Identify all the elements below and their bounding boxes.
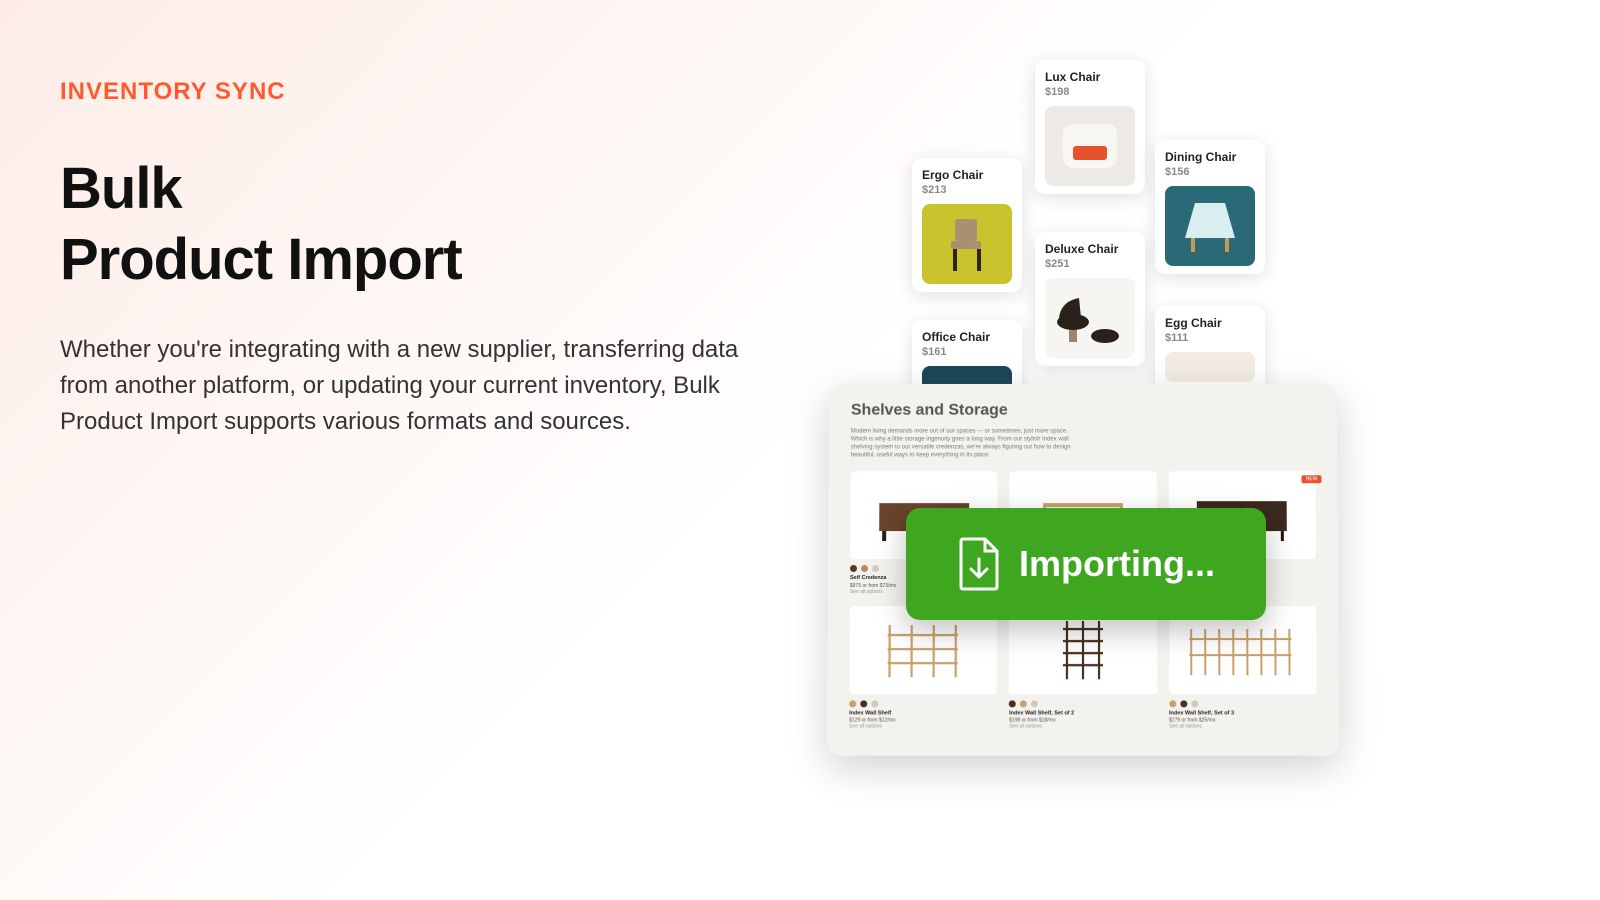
product-card-dining[interactable]: Dining Chair $156 xyxy=(1155,140,1265,274)
product-card-lux[interactable]: Lux Chair $198 xyxy=(1035,60,1145,194)
product-card-egg[interactable]: Egg Chair $111 xyxy=(1155,306,1265,394)
product-meta: Index Wall Shelf, Set of 2$198 or from $… xyxy=(1009,710,1157,730)
product-title: Ergo Chair xyxy=(922,168,1012,182)
product-image xyxy=(1045,106,1135,186)
headline-line-1: Bulk xyxy=(60,156,182,221)
catalog-grid-row-2: Index Wall Shelf$129 or from $12/moSee a… xyxy=(849,606,1317,731)
product-title: Office Chair xyxy=(922,330,1012,344)
product-title: Lux Chair xyxy=(1045,70,1135,84)
importing-banner: Importing... xyxy=(906,508,1266,620)
product-title: Dining Chair xyxy=(1165,150,1255,164)
product-meta: Index Wall Shelf, Set of 3$279 or from $… xyxy=(1169,710,1317,730)
product-price: $111 xyxy=(1165,332,1255,344)
catalog-heading: Shelves and Storage xyxy=(851,402,1315,420)
product-title: Egg Chair xyxy=(1165,316,1255,330)
color-swatches[interactable] xyxy=(1169,700,1317,707)
product-price: $251 xyxy=(1045,258,1135,270)
product-title: Deluxe Chair xyxy=(1045,242,1135,256)
headline-line-2: Product Import xyxy=(60,227,462,292)
new-badge: NEW xyxy=(1302,476,1322,484)
catalog-product[interactable]: Index Wall Shelf, Set of 2$198 or from $… xyxy=(1009,606,1157,731)
product-price: $156 xyxy=(1165,166,1255,178)
eyebrow-label: INVENTORY SYNC xyxy=(60,78,780,106)
product-cards-cluster: Lux Chair $198 Ergo Chair $213 Dining Ch… xyxy=(880,60,1300,420)
catalog-product[interactable]: Index Wall Shelf, Set of 3$279 or from $… xyxy=(1169,606,1317,731)
color-swatches[interactable] xyxy=(849,700,997,707)
product-price: $161 xyxy=(922,346,1012,358)
catalog-product[interactable]: Index Wall Shelf$129 or from $12/moSee a… xyxy=(849,606,997,731)
file-download-icon xyxy=(957,537,1001,591)
product-image xyxy=(1045,278,1135,358)
page-title: Bulk Product Import xyxy=(60,154,780,296)
body-copy: Whether you're integrating with a new su… xyxy=(60,332,780,440)
color-swatches[interactable] xyxy=(1009,700,1157,707)
product-card-deluxe[interactable]: Deluxe Chair $251 xyxy=(1035,232,1145,366)
importing-label: Importing... xyxy=(1019,543,1215,585)
product-price: $213 xyxy=(922,184,1012,196)
catalog-blurb: Modern living demands more out of our sp… xyxy=(851,428,1080,460)
product-card-ergo[interactable]: Ergo Chair $213 xyxy=(912,158,1022,292)
product-price: $198 xyxy=(1045,86,1135,98)
hero-text-column: INVENTORY SYNC Bulk Product Import Wheth… xyxy=(60,78,780,440)
product-image xyxy=(1165,352,1255,382)
product-image xyxy=(1165,186,1255,266)
product-image xyxy=(922,204,1012,284)
product-meta: Index Wall Shelf$129 or from $12/moSee a… xyxy=(849,710,997,730)
